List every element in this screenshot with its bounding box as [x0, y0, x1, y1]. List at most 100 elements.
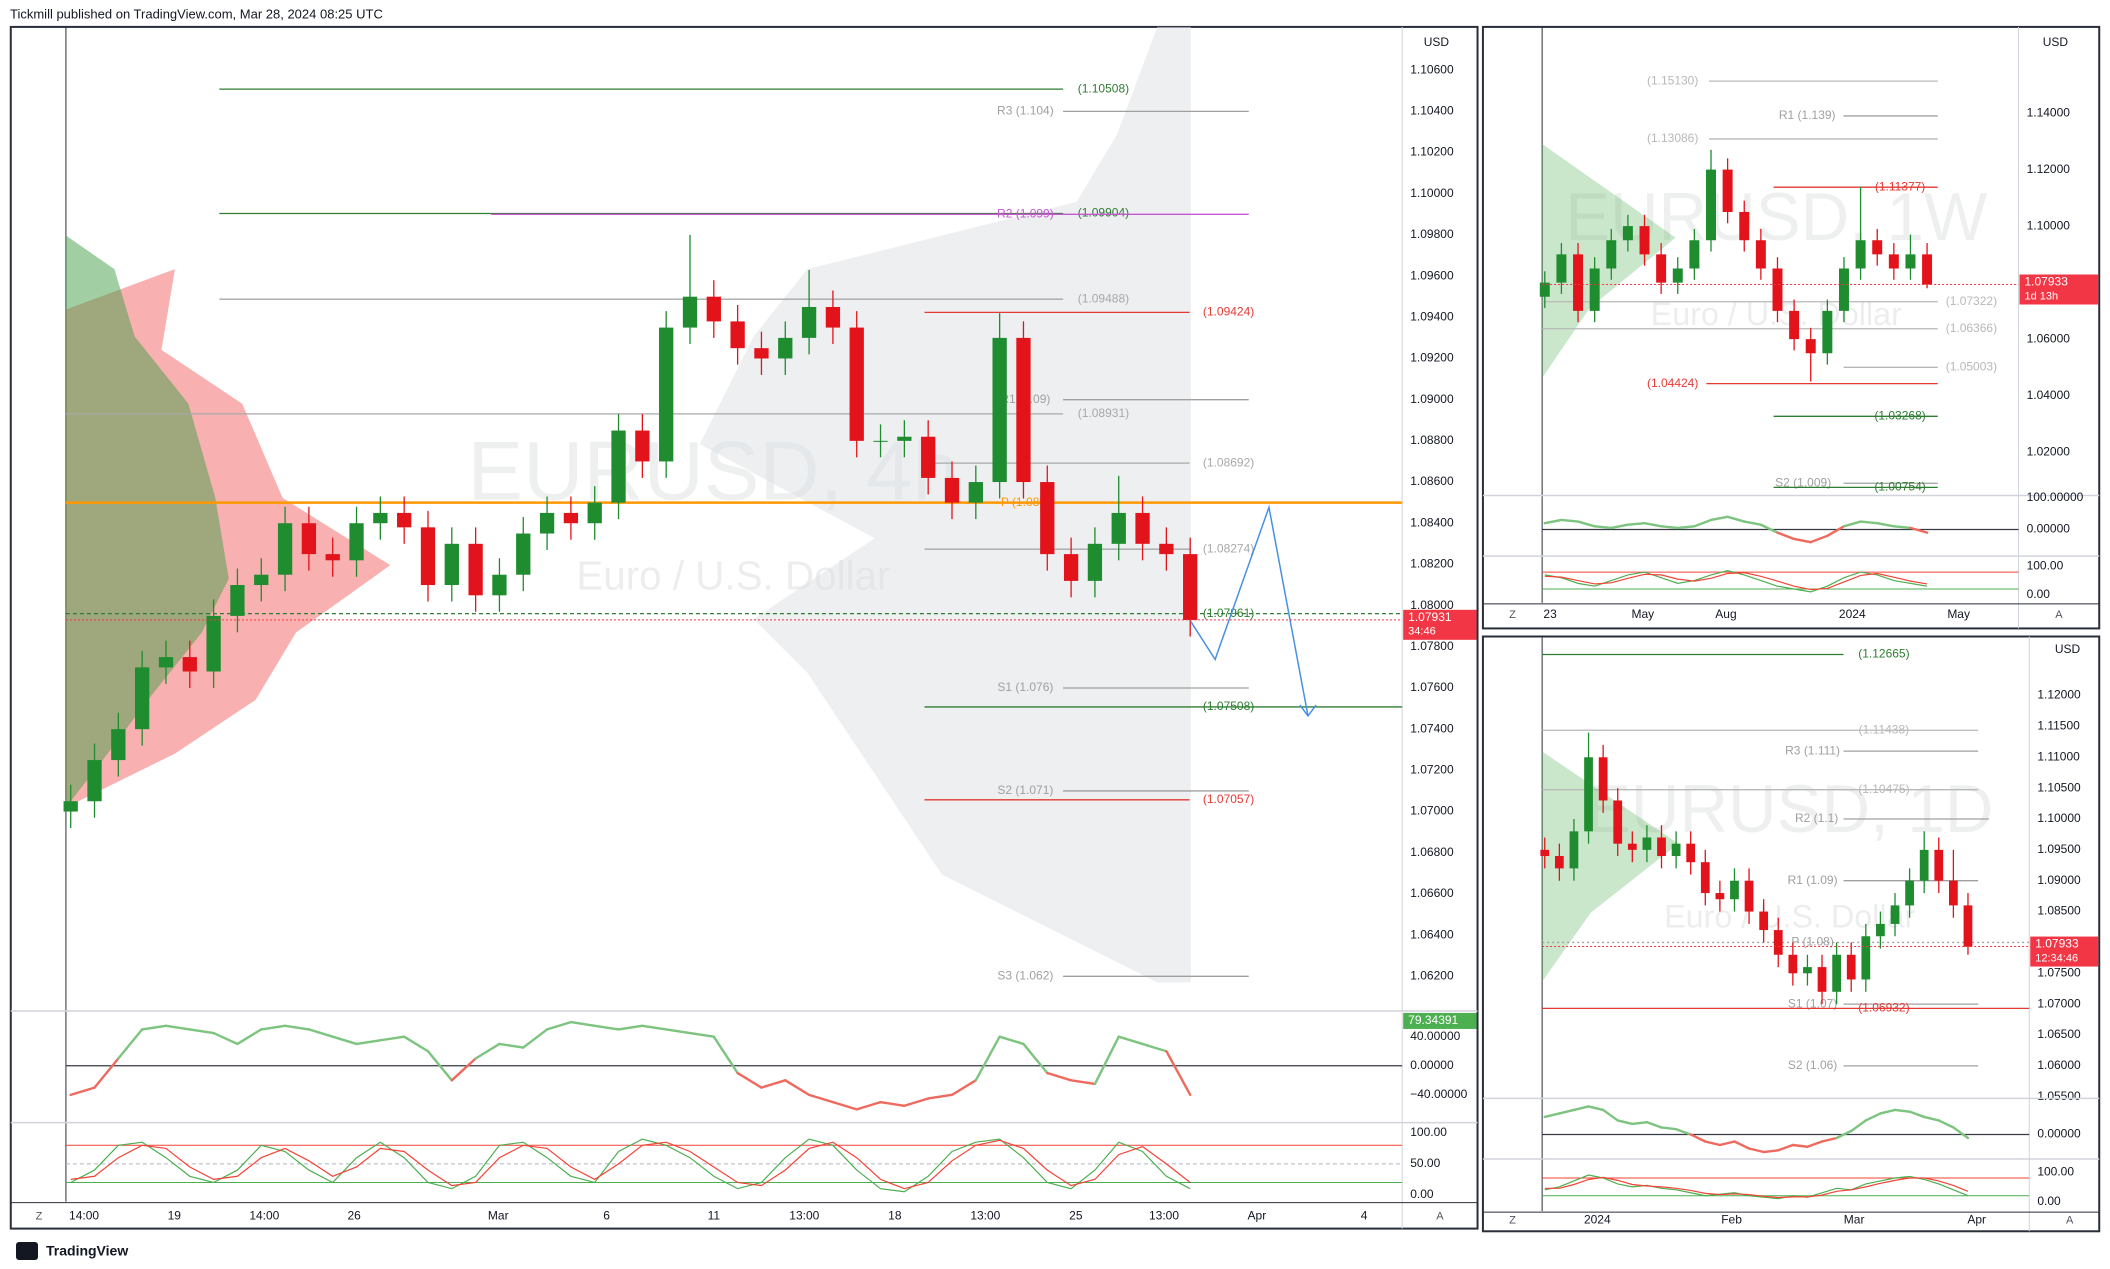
candle-body — [349, 523, 364, 561]
oscillator-segment — [379, 1035, 406, 1042]
candle-body — [1159, 543, 1174, 555]
candle-body — [373, 512, 388, 524]
oscillator-segment — [712, 1035, 739, 1075]
scale-button[interactable]: Z — [36, 1210, 43, 1222]
candle-body — [1040, 482, 1055, 555]
oscillator-segment — [1809, 534, 1829, 544]
oscillator-segment — [903, 1097, 930, 1107]
candle-body — [1861, 936, 1871, 980]
pane-frame — [9, 25, 1479, 1230]
candle-body — [1639, 226, 1650, 255]
panel-value-tag — [1403, 1012, 1477, 1029]
candle-body — [1584, 757, 1593, 832]
candle-body — [1016, 337, 1031, 483]
y-tick-label: 1.02000 — [2027, 444, 2071, 458]
candle-body — [706, 296, 721, 322]
x-tick-label: May — [1947, 607, 1970, 621]
candle-body — [1876, 923, 1885, 937]
oscillator-segment — [355, 1039, 382, 1046]
level-label: (1.09904) — [1078, 206, 1129, 220]
oscillator-segment — [236, 1028, 263, 1046]
last-price-tag — [2019, 274, 2099, 305]
forecast-arrowhead — [1299, 704, 1317, 718]
x-tick-label: 14:00 — [69, 1209, 99, 1223]
level-label: R3 (1.111) — [1785, 743, 1840, 757]
panel-tick-label: 100.00 — [2027, 559, 2064, 573]
candle-body — [135, 667, 150, 730]
candle-body — [1919, 849, 1929, 881]
oscillator-line — [1544, 1174, 1969, 1200]
x-tick-label: May — [1632, 607, 1655, 621]
oscillator-segment — [688, 1031, 716, 1038]
x-tick-label: Apr — [1967, 1213, 1986, 1227]
candle-body — [1817, 967, 1827, 992]
watermark: EURUSD, 1W — [1565, 180, 1988, 255]
oscillator-segment — [474, 1042, 501, 1060]
oscillator-segment — [117, 1028, 144, 1060]
oscillator-segment — [69, 1086, 96, 1097]
oscillator-segment — [641, 1024, 668, 1031]
volume-profile-up — [65, 235, 229, 808]
scale-button[interactable]: A — [2055, 609, 2063, 621]
candle-body — [468, 543, 483, 596]
oscillator-segment — [1543, 518, 1563, 525]
level-label: (1.03268) — [1874, 408, 1925, 422]
currency-label: USD — [2043, 35, 2069, 49]
panel-tick-label: 0.00 — [1410, 1187, 1434, 1201]
x-tick-label: 18 — [888, 1209, 902, 1223]
candle-body — [1822, 310, 1833, 354]
scale-button[interactable]: A — [1436, 1210, 1444, 1222]
candle-body — [1755, 240, 1766, 269]
oscillator-segment — [1908, 1110, 1926, 1119]
oscillator-segment — [331, 1035, 358, 1046]
last-price-label: 1.07933 — [2024, 275, 2068, 289]
y-tick-label: 1.08800 — [1410, 433, 1454, 447]
oscillator-segment — [1165, 1050, 1192, 1097]
candle-body — [587, 502, 602, 524]
oscillator-segment — [1645, 1121, 1663, 1129]
scale-button[interactable]: A — [2066, 1214, 2074, 1226]
oscillator-segment — [1747, 1147, 1765, 1154]
oscillator-segment — [1922, 1115, 1940, 1122]
x-tick-label: Mar — [488, 1209, 509, 1223]
y-tick-label: 1.11000 — [2037, 749, 2080, 763]
y-tick-label: 1.08200 — [1410, 557, 1454, 571]
watermark: EURUSD, 1D — [1586, 772, 1993, 847]
oscillator-segment — [664, 1028, 692, 1035]
candle-body — [1573, 254, 1584, 311]
oscillator-segment — [1743, 520, 1763, 526]
x-tick-label: Mar — [1844, 1213, 1865, 1227]
candle-body — [1722, 169, 1733, 212]
scale-button[interactable]: Z — [1509, 609, 1516, 621]
oscillator-segment — [545, 1020, 573, 1031]
level-label: (1.08274) — [1203, 541, 1254, 555]
candle-body — [1789, 310, 1800, 340]
oscillator-segment — [1704, 1140, 1722, 1147]
oscillator-segment — [93, 1057, 120, 1089]
oscillator-segment — [1835, 1129, 1853, 1140]
oscillator-segment — [1117, 1035, 1144, 1046]
y-tick-label: 1.09200 — [1410, 351, 1454, 365]
oscillator-segment — [1543, 1112, 1561, 1119]
candle-body — [992, 337, 1007, 483]
pane-frame — [1481, 635, 2101, 1233]
scale-button[interactable]: Z — [1509, 1214, 1516, 1226]
oscillator-segment — [1674, 1128, 1692, 1136]
forecast-path — [1190, 504, 1309, 717]
panel-tick-label: 100.00000 — [2027, 490, 2084, 504]
candle-body — [539, 512, 555, 534]
level-label: (1.11438) — [1859, 722, 1909, 736]
candle-body — [1627, 843, 1637, 850]
candle-body — [730, 321, 745, 349]
y-tick-label: 1.05500 — [2037, 1089, 2081, 1103]
candle-body — [873, 440, 888, 442]
last-price-countdown: 34:46 — [1408, 626, 1436, 638]
level-label: (1.07322) — [1946, 294, 1997, 308]
oscillator-segment — [1952, 1126, 1970, 1140]
volume-profile — [699, 26, 1191, 983]
oscillator-segment — [1676, 525, 1696, 530]
candle-body — [1759, 911, 1769, 931]
candle-body — [1805, 339, 1816, 354]
y-tick-label: 1.07000 — [2037, 996, 2081, 1010]
